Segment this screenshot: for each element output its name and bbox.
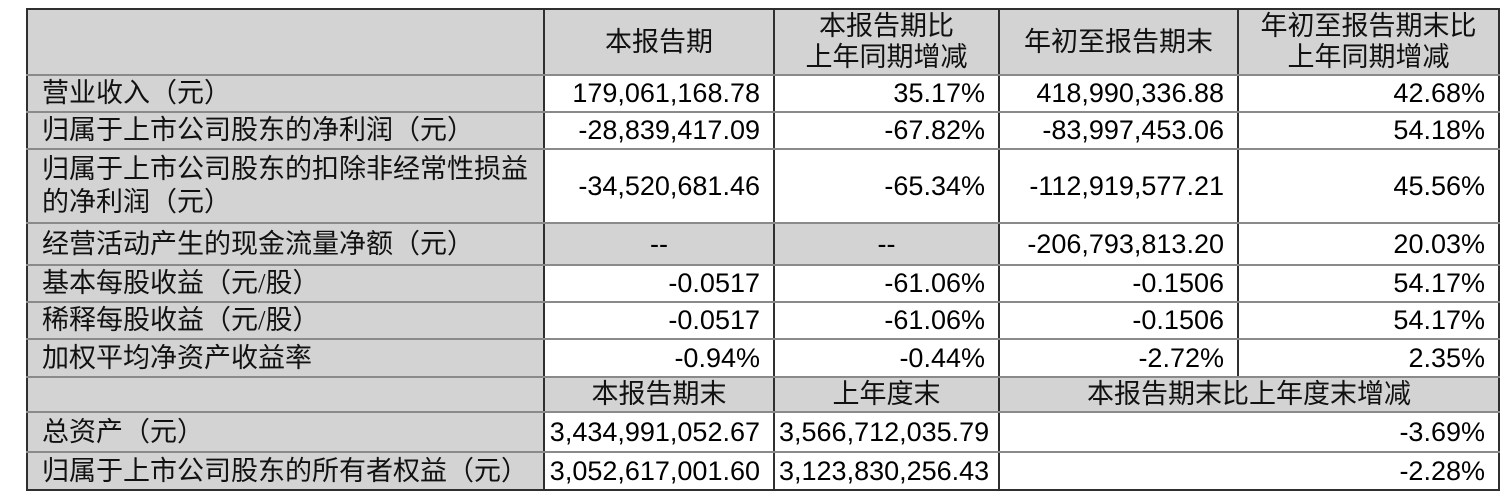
- value-current-period-na: --: [543, 222, 775, 266]
- metric-label: 基本每股收益（元/股）: [26, 264, 545, 303]
- value-ytd-yoy: 20.03%: [1237, 222, 1500, 266]
- value-current-period-yoy: -61.06%: [773, 301, 1000, 340]
- value-current-period: -0.0517: [543, 264, 775, 303]
- value-current-period-yoy: -67.82%: [773, 111, 1000, 150]
- value-current-period: -0.0517: [543, 301, 775, 340]
- value-current-period-yoy: -65.34%: [773, 148, 1000, 224]
- value-ytd-yoy: 54.18%: [1237, 111, 1500, 150]
- value-current-period: -34,520,681.46: [543, 148, 775, 224]
- metric-row-net-profit: 归属于上市公司股东的净利润（元） -28,839,417.09 -67.82% …: [26, 111, 1500, 150]
- metric-label: 营业收入（元）: [26, 74, 545, 113]
- header-empty-cell: [26, 8, 545, 76]
- col-header-period-vs-last-year-change: 本报告期末比上年度末增减: [998, 376, 1500, 413]
- value-change: -3.69%: [998, 411, 1500, 453]
- col-header-end-of-period: 本报告期末: [543, 376, 775, 413]
- header-row-main: 本报告期 本报告期比 上年同期增减 年初至报告期末 年初至报告期末比 上年同期增…: [26, 8, 1500, 76]
- metric-label: 总资产（元）: [26, 411, 545, 453]
- col-header-ytd: 年初至报告期末: [998, 8, 1239, 76]
- value-ytd-yoy: 54.17%: [1237, 301, 1500, 340]
- metric-label: 稀释每股收益（元/股）: [26, 301, 545, 340]
- value-change: -2.28%: [998, 451, 1500, 491]
- metric-row-operating-cash-flow: 经营活动产生的现金流量净额（元） -- -- -206,793,813.20 2…: [26, 222, 1500, 266]
- value-current-period-yoy: 35.17%: [773, 74, 1000, 113]
- header-row-balance: 本报告期末 上年度末 本报告期末比上年度末增减: [26, 376, 1500, 413]
- metric-label: 归属于上市公司股东的净利润（元）: [26, 111, 545, 150]
- metric-row-net-profit-excl-nonrecurring: 归属于上市公司股东的扣除非经常性损益的净利润（元） -34,520,681.46…: [26, 148, 1500, 224]
- value-ytd: -0.1506: [998, 264, 1239, 303]
- metric-label: 归属于上市公司股东的扣除非经常性损益的净利润（元）: [26, 148, 545, 224]
- value-ytd-yoy: 42.68%: [1237, 74, 1500, 113]
- col-header-ytd-yoy-change: 年初至报告期末比 上年同期增减: [1237, 8, 1500, 76]
- metric-row-weighted-avg-roe: 加权平均净资产收益率 -0.94% -0.44% -2.72% 2.35%: [26, 338, 1500, 378]
- financial-summary-table: 本报告期 本报告期比 上年同期增减 年初至报告期末 年初至报告期末比 上年同期增…: [26, 8, 1500, 491]
- value-ytd: -2.72%: [998, 338, 1239, 378]
- metric-row-diluted-eps: 稀释每股收益（元/股） -0.0517 -61.06% -0.1506 54.1…: [26, 301, 1500, 340]
- value-ytd: -83,997,453.06: [998, 111, 1239, 150]
- value-current-period: -28,839,417.09: [543, 111, 775, 150]
- col-header-end-of-last-year: 上年度末: [773, 376, 1000, 413]
- metric-label: 归属于上市公司股东的所有者权益（元）: [26, 451, 545, 491]
- header-empty-cell: [26, 376, 545, 413]
- value-ytd: 418,990,336.88: [998, 74, 1239, 113]
- metric-row-total-assets: 总资产（元） 3,434,991,052.67 3,566,712,035.79…: [26, 411, 1500, 453]
- value-current-period-yoy-na: --: [773, 222, 1000, 266]
- value-end-of-last-year: 3,566,712,035.79: [773, 411, 1000, 453]
- col-header-current-period-yoy-change: 本报告期比 上年同期增减: [773, 8, 1000, 76]
- value-end-of-period: 3,434,991,052.67: [543, 411, 775, 453]
- value-current-period: -0.94%: [543, 338, 775, 378]
- value-current-period-yoy: -0.44%: [773, 338, 1000, 378]
- value-ytd-yoy: 54.17%: [1237, 264, 1500, 303]
- col-header-current-period: 本报告期: [543, 8, 775, 76]
- value-ytd: -0.1506: [998, 301, 1239, 340]
- metric-row-basic-eps: 基本每股收益（元/股） -0.0517 -61.06% -0.1506 54.1…: [26, 264, 1500, 303]
- value-end-of-period: 3,052,617,001.60: [543, 451, 775, 491]
- value-end-of-last-year: 3,123,830,256.43: [773, 451, 1000, 491]
- metric-label: 加权平均净资产收益率: [26, 338, 545, 378]
- value-current-period: 179,061,168.78: [543, 74, 775, 113]
- metric-row-shareholders-equity: 归属于上市公司股东的所有者权益（元） 3,052,617,001.60 3,12…: [26, 451, 1500, 491]
- value-ytd-yoy: 2.35%: [1237, 338, 1500, 378]
- value-ytd: -206,793,813.20: [998, 222, 1239, 266]
- value-ytd-yoy: 45.56%: [1237, 148, 1500, 224]
- metric-label: 经营活动产生的现金流量净额（元）: [26, 222, 545, 266]
- value-current-period-yoy: -61.06%: [773, 264, 1000, 303]
- metric-row-revenue: 营业收入（元） 179,061,168.78 35.17% 418,990,33…: [26, 74, 1500, 113]
- value-ytd: -112,919,577.21: [998, 148, 1239, 224]
